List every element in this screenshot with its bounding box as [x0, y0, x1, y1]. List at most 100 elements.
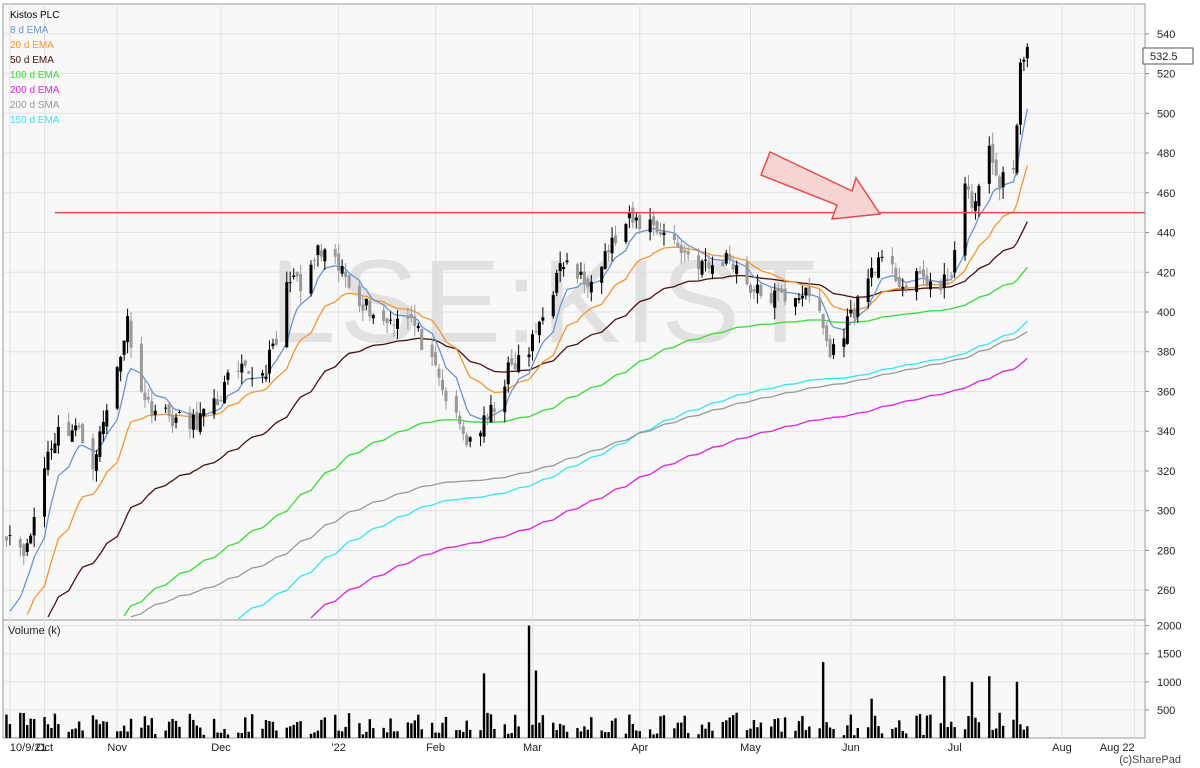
candle-body [655, 221, 659, 233]
candle-body [904, 285, 908, 289]
volume-bar [513, 714, 517, 738]
volume-bar [659, 716, 662, 738]
volume-bar [950, 721, 953, 738]
candle-body [32, 516, 36, 536]
candle-body [832, 344, 836, 355]
legend: Kistos PLC 8 d EMA 20 d EMA 50 d EMA 100 d E… [10, 10, 60, 126]
volume-bar [707, 722, 711, 738]
candle-body [288, 282, 292, 284]
candle-body [828, 339, 832, 357]
candle-body [1015, 125, 1019, 173]
price-tick-label: 500 [1157, 108, 1175, 120]
volume-bar [894, 727, 898, 738]
candle-body [627, 212, 631, 219]
candle-body [773, 290, 777, 308]
price-tick-label: 400 [1157, 307, 1175, 319]
volume-bar [309, 733, 313, 738]
price-tick-label: 460 [1157, 188, 1175, 200]
volume-bar [164, 730, 167, 738]
time-tick-label: Mar [523, 742, 542, 754]
time-tick-label: May [740, 742, 761, 754]
volume-axis: 500 1000 1500 2000 [1145, 621, 1181, 717]
candle-body [707, 262, 711, 269]
volume-bar [455, 730, 458, 738]
volume-bar [873, 715, 877, 738]
candle-body [18, 539, 22, 548]
volume-bar [32, 719, 36, 738]
volume-bar [870, 698, 873, 738]
volume-bar [808, 726, 811, 738]
candle-body [558, 263, 562, 272]
volume-bar [140, 727, 143, 738]
volume-bar [918, 714, 922, 738]
candle-body [212, 398, 216, 415]
volume-bar [116, 731, 119, 738]
candle-body [555, 272, 559, 293]
volume-bar [963, 729, 967, 738]
candle-body [527, 354, 531, 358]
candle-body [236, 370, 240, 372]
volume-bar [465, 720, 468, 738]
volume-bar [67, 731, 70, 738]
candle-body [406, 315, 410, 319]
time-tick-label: 10/9/21 [10, 742, 47, 754]
volume-bar [226, 734, 230, 738]
candle-body [942, 274, 946, 289]
volume-bar [195, 725, 198, 738]
candle-body [922, 269, 926, 277]
candle-body [416, 325, 420, 329]
volume-bar [801, 715, 804, 738]
candle-body [340, 266, 344, 274]
volume-bar [441, 722, 444, 738]
candle-body [517, 355, 521, 373]
candle-body [582, 271, 586, 284]
candle-body [219, 400, 223, 402]
last-price-badge: 532.5 [1142, 47, 1194, 65]
candle-body [292, 275, 296, 277]
candle-body [250, 378, 254, 380]
volume-bar [91, 715, 95, 738]
volume-bar [832, 729, 835, 738]
volume-bar [655, 733, 659, 738]
candle-body [413, 316, 417, 326]
candle-body [804, 287, 808, 296]
candle-body [274, 338, 278, 345]
volume-bar [361, 734, 365, 738]
candle-body [77, 425, 81, 428]
candle-body [793, 298, 797, 307]
volume-bar [846, 725, 849, 738]
candle-body [963, 183, 967, 256]
candle-body [146, 397, 150, 400]
candle-body [216, 399, 220, 406]
candle-body [94, 454, 98, 472]
volume-bar [804, 730, 808, 738]
volume-bar [1026, 726, 1029, 738]
candle-body [873, 271, 877, 273]
volume-bar [991, 729, 994, 738]
volume-bar [268, 721, 271, 738]
candle-body [579, 271, 583, 275]
volume-bar [458, 730, 461, 738]
price-tick-label: 440 [1157, 228, 1175, 240]
volume-bar [382, 727, 385, 738]
candle-body [267, 349, 271, 374]
candle-body [264, 376, 268, 380]
candle-body [852, 308, 856, 319]
legend-entry: 50 d EMA [10, 55, 54, 66]
volume-bar [700, 724, 704, 738]
candle-body [634, 217, 638, 221]
candle-body [126, 316, 130, 343]
volume-bar [735, 712, 738, 738]
candle-body [461, 426, 465, 435]
legend-entry: 200 d SMA [10, 100, 60, 111]
moving-average-line [310, 357, 1028, 619]
candle-body [222, 382, 226, 403]
candle-body [648, 219, 652, 233]
volume-bar [970, 681, 974, 738]
volume-bars [5, 625, 1029, 738]
candle-body [29, 535, 33, 544]
candle-body [977, 185, 981, 207]
candle-body [575, 264, 579, 279]
candle-body [319, 250, 323, 257]
candle-body [939, 280, 943, 291]
